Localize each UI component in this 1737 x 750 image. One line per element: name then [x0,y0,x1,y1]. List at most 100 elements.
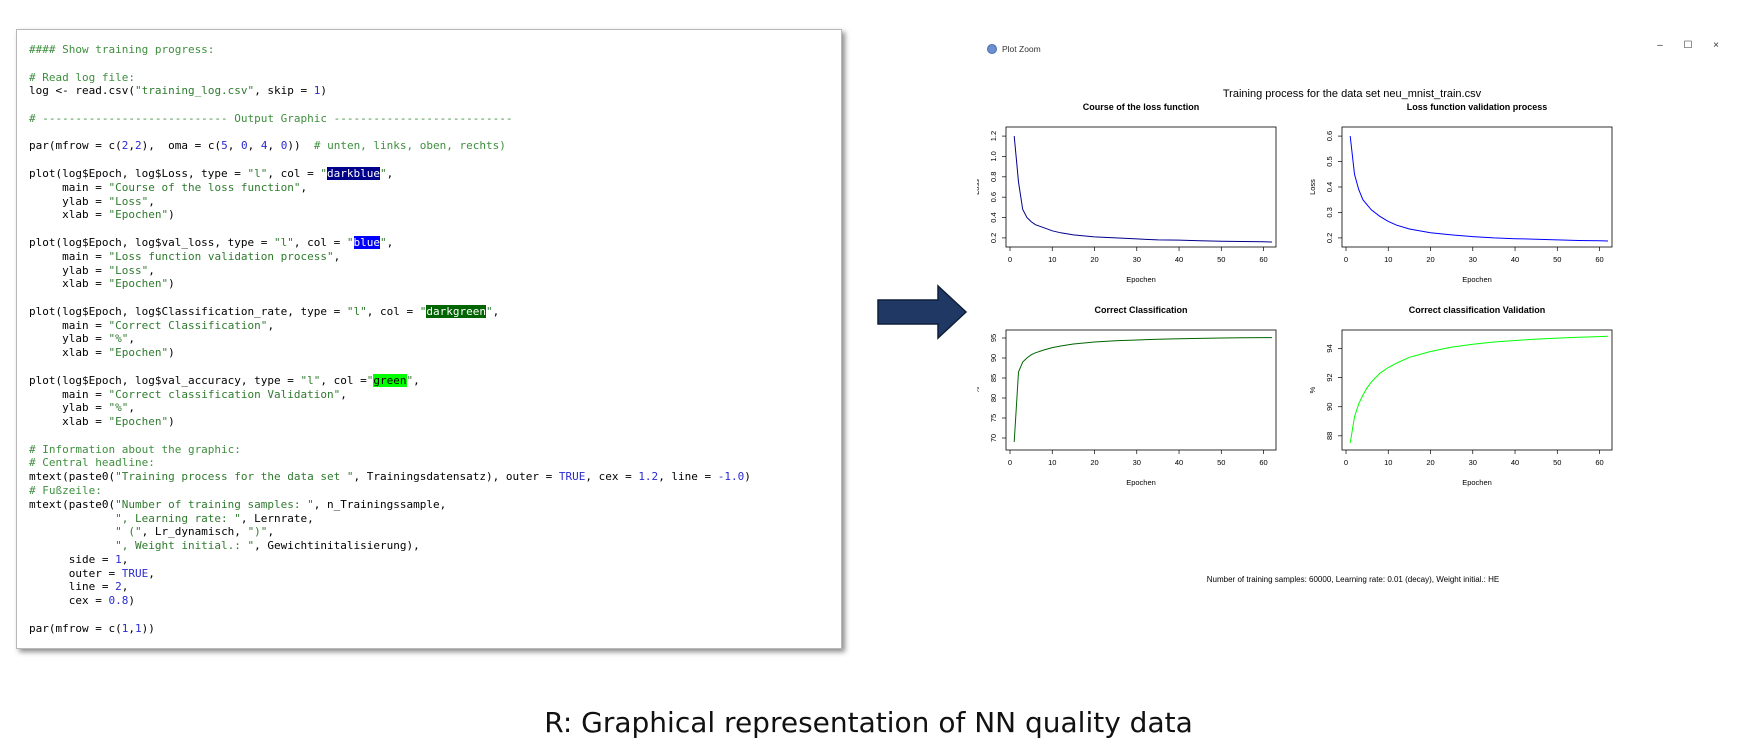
highlighted-color-word: green [373,373,407,387]
x-tick-label: 60 [1259,458,1267,467]
code-token: # Fußzeile: [29,484,102,497]
code-line: cex = 0.8) [29,594,135,607]
code-token: " (" [29,525,142,539]
code-token: ) [168,415,175,429]
code-token: main = [29,387,109,401]
code-token: "Course of the loss function" [108,180,301,194]
y-tick-label: 75 [989,414,998,422]
x-tick-label: 0 [1344,255,1348,264]
code-token: " [419,304,427,318]
code-line: # Central headline: [29,456,155,469]
plots-area: Training process for the data set neu_mn… [977,88,1613,584]
code-token: ylab = [29,263,109,277]
code-token: , col = [320,373,367,387]
x-tick-label: 0 [1008,458,1012,467]
y-tick-label: 0.3 [1325,207,1334,217]
code-token: ) [168,277,175,291]
code-line: plot(log$Epoch, log$Classification_rate,… [29,304,499,318]
y-tick-label: 70 [989,434,998,442]
code-token: "Loss" [108,194,149,208]
x-tick-label: 30 [1469,255,1477,264]
close-button[interactable]: × [1713,40,1719,51]
minimize-button[interactable]: – [1657,40,1663,51]
code-token: "Correct Classification" [108,318,268,332]
x-tick-label: 20 [1426,458,1434,467]
code-token: , [340,387,347,401]
x-tick-label: 10 [1048,255,1056,264]
code-token: TRUE [121,566,149,580]
code-token: line = [29,580,116,594]
code-token: ylab = [29,401,109,415]
code-line: ylab = "Loss", [29,264,155,277]
code-token: plot(log$Epoch, log$val_loss, type = [29,235,275,249]
y-tick-label: 0.5 [1325,156,1334,166]
code-token: ) [128,594,135,608]
y-tick-label: 95 [989,334,998,342]
code-token: , [386,167,394,181]
x-tick-label: 0 [1344,458,1348,467]
x-axis-label: Epochen [1462,478,1492,487]
code-token: xlab = [29,346,109,360]
y-tick-label: 90 [989,354,998,362]
code-token: " [406,373,414,387]
code-token: " [380,235,387,249]
code-token: ", Weight initial.: " [29,539,255,553]
y-tick-label: 1.2 [989,131,998,141]
code-token: , [128,139,135,153]
y-tick-label: 0.8 [989,172,998,182]
rstudio-icon [987,44,997,54]
code-token: side = [29,552,116,566]
y-tick-label: 90 [1325,403,1334,411]
code-token: , col = [293,235,347,249]
code-line: main = "Correct classification Validatio… [29,388,347,401]
code-token: " [380,167,387,181]
code-token: 5 [221,139,228,153]
code-line: # Information about the graphic: [29,443,241,456]
code-token: " [485,304,493,318]
x-tick-label: 40 [1175,458,1183,467]
code-token: TRUE [558,470,586,484]
maximize-button[interactable]: ☐ [1683,40,1693,51]
window-title: Plot Zoom [1002,44,1041,54]
code-line: line = 2, [29,580,129,594]
code-token: 1 [121,621,129,635]
code-token: 2 [115,580,122,594]
code-token: "Correct classification Validation" [108,387,341,401]
y-axis-label: % [977,386,981,393]
code-token: )) [287,139,314,153]
code-line: side = 1, [29,552,129,566]
code-token: "l" [247,167,268,181]
code-token: , Trainingsdatensatz), outer = [353,470,559,484]
y-axis-label: Loss [1308,179,1317,195]
code-editor-panel[interactable]: #### Show training progress: # Read log … [16,29,842,649]
code-line: main = "Course of the loss function", [29,181,307,194]
code-token: , [333,249,341,263]
code-token: " [346,235,354,249]
code-token: ) [320,84,328,98]
plot-title: Correct Classification [1094,305,1187,315]
slide-caption: R: Graphical representation of NN qualit… [544,706,1193,739]
code-line: ", Weight initial.: ", Gewichtinitalisie… [29,539,420,552]
x-tick-label: 50 [1553,458,1561,467]
code-token: 1.2 [638,470,659,484]
series-line [1013,136,1273,243]
plot-frame [1341,126,1613,248]
code-line: outer = TRUE, [29,567,155,580]
code-token: ")" [247,525,268,539]
code-token: 2 [121,139,129,153]
code-token: , [413,373,420,387]
r-source-code[interactable]: #### Show training progress: # Read log … [29,43,751,636]
x-tick-label: 50 [1217,255,1225,264]
code-token: , [121,580,129,594]
x-tick-label: 20 [1426,255,1434,264]
code-line: plot(log$Epoch, log$val_loss, type = "l"… [29,235,393,249]
code-line: par(mfrow = c(2,2), oma = c(5, 0, 4, 0))… [29,139,506,152]
code-token: par(mfrow = c( [29,139,122,153]
y-tick-label: 0.2 [1325,233,1334,243]
y-tick-label: 0.4 [1325,182,1334,192]
y-tick-label: 0.6 [1325,131,1334,141]
code-token: 0.8 [108,594,129,608]
plot-title: Correct classification Validation [1409,305,1546,315]
code-token: " [366,373,374,387]
x-tick-label: 50 [1553,255,1561,264]
